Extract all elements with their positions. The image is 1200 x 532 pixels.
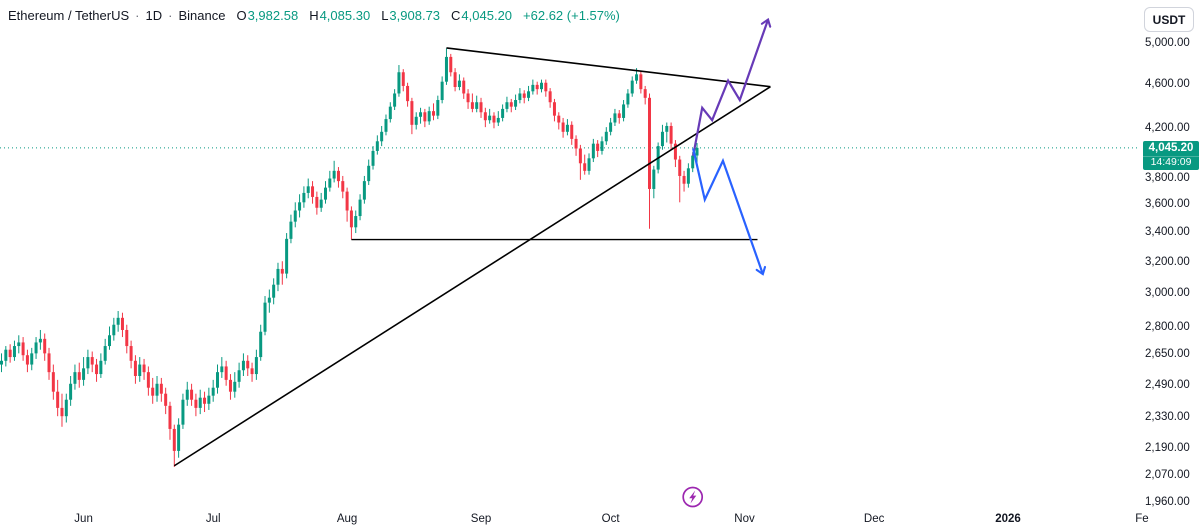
trendline-drawing[interactable] — [173, 86, 771, 467]
price-tick-label: 4,600.00 — [1145, 77, 1190, 90]
price-tick-label: 5,000.00 — [1145, 37, 1190, 49]
price-tick-label: 2,330.00 — [1145, 411, 1190, 424]
bar-countdown-timer: 14:49:09 — [1143, 155, 1199, 170]
price-tick-label: 4,200.00 — [1145, 122, 1190, 135]
lightning-event-icon[interactable] — [682, 486, 704, 508]
price-tick-label: 2,490.00 — [1145, 378, 1190, 391]
price-tick-label: 3,400.00 — [1145, 226, 1190, 239]
last-price-value: 4,045.20 — [1143, 140, 1199, 156]
time-tick-label: 2026 — [995, 513, 1021, 525]
time-tick-label: Dec — [863, 513, 885, 525]
close-label: C4,045.20 — [451, 8, 513, 23]
bearish-projection-arrow[interactable] — [692, 148, 767, 276]
open-label: O3,982.58 — [236, 8, 299, 23]
time-tick-label: Fe — [1135, 513, 1149, 525]
price-tick-label: 3,000.00 — [1145, 287, 1190, 300]
close-value: 4,045.20 — [461, 8, 513, 23]
open-value: 3,982.58 — [247, 8, 299, 23]
time-tick-label: Aug — [336, 513, 358, 525]
low-value: 3,908.73 — [389, 8, 441, 23]
last-price-badge: 4,045.20 14:49:09 — [1143, 140, 1199, 170]
price-tick-label: 3,800.00 — [1145, 171, 1190, 184]
trendline-drawing[interactable] — [446, 47, 771, 88]
price-tick-label: 2,070.00 — [1145, 469, 1190, 482]
chart-legend: Ethereum / TetherUS · 1D · Binance O3,98… — [8, 8, 620, 24]
price-tick-label: 3,600.00 — [1145, 198, 1190, 211]
low-label: L3,908.73 — [381, 8, 441, 23]
time-tick-label: Jul — [205, 513, 221, 525]
price-tick-label: 1,960.00 — [1145, 496, 1190, 509]
price-tick-label: 2,190.00 — [1145, 441, 1190, 454]
separator-dot: · — [135, 8, 140, 23]
change-value: +62.62 (+1.57%) — [523, 8, 620, 23]
time-tick-label: Nov — [734, 513, 755, 525]
time-tick-label: Sep — [470, 513, 492, 525]
high-label: H4,085.30 — [309, 8, 371, 23]
currency-unit-button[interactable]: USDT — [1144, 7, 1194, 32]
symbol-title[interactable]: Ethereum / TetherUS — [8, 8, 130, 23]
candlestick-series — [0, 48, 699, 467]
high-value: 4,085.30 — [319, 8, 371, 23]
price-tick-label: 2,650.00 — [1145, 348, 1190, 361]
time-axis[interactable]: Jun Jul Aug Sep Oct Nov Dec 2026 Fe — [0, 507, 1200, 532]
separator-dot: · — [168, 8, 173, 23]
exchange-label[interactable]: Binance — [178, 8, 226, 23]
price-axis[interactable]: 5,000.00 4,600.00 4,200.00 3,800.00 3,600.00… — [1137, 0, 1200, 509]
interval-label[interactable]: 1D — [145, 8, 163, 23]
bullish-projection-arrow[interactable] — [692, 17, 772, 157]
price-tick-label: 2,800.00 — [1145, 321, 1190, 334]
time-tick-label: Oct — [601, 513, 620, 525]
price-tick-label: 3,200.00 — [1145, 255, 1190, 268]
time-tick-label: Jun — [74, 513, 93, 525]
